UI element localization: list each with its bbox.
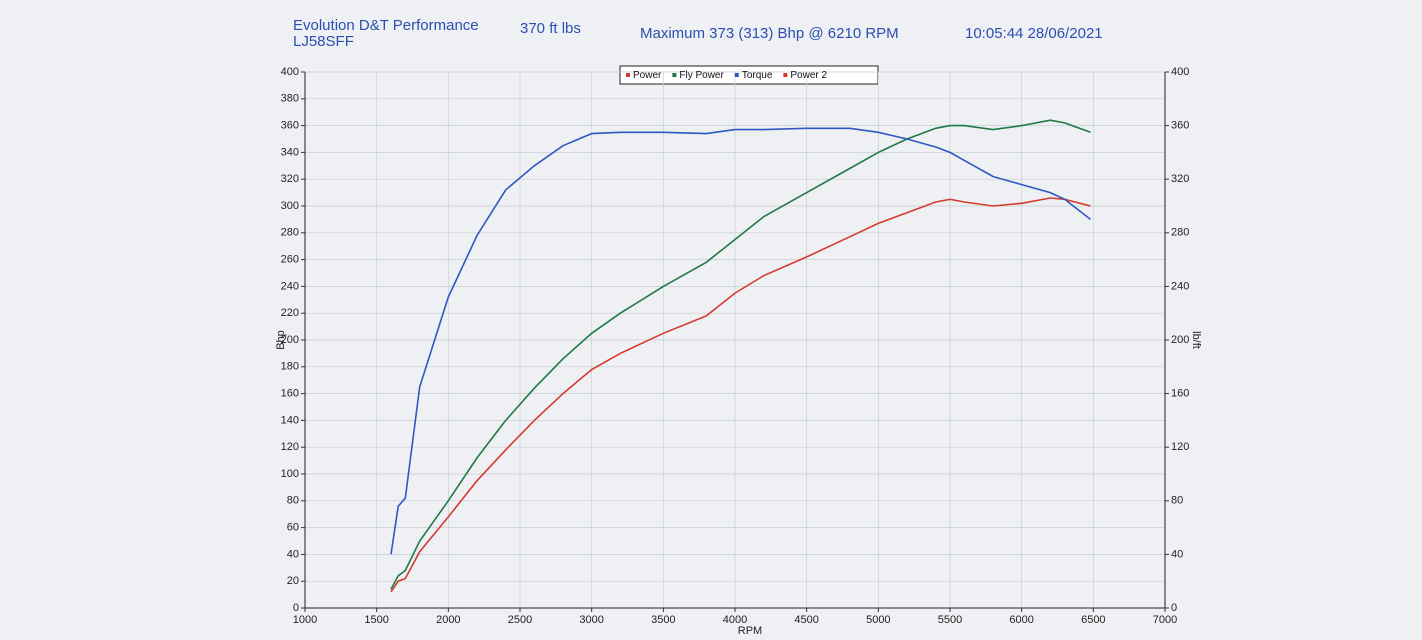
x-tick-label: 2000 (436, 614, 460, 626)
y2-axis-label: lb/ft (1190, 331, 1202, 349)
y-tick-label: 320 (281, 173, 299, 185)
series-line (390, 119, 1091, 590)
y-tick-label: 80 (287, 495, 299, 507)
y-tick-label: 260 (281, 254, 299, 266)
y-tick-label: 200 (281, 334, 299, 346)
x-tick-label: 7000 (1153, 614, 1177, 626)
y-tick-label: 140 (281, 414, 299, 426)
header-registration: LJ58SFF (293, 33, 354, 50)
x-tick-label: 1500 (364, 614, 388, 626)
header-company: Evolution D&T Performance (293, 17, 479, 34)
y-tick-label: 180 (281, 361, 299, 373)
legend-swatch (734, 73, 739, 77)
x-tick-label: 3000 (579, 614, 603, 626)
y-tick-label: 380 (281, 93, 299, 105)
y-tick-label: 40 (287, 548, 299, 560)
x-axis-label: RPM (738, 625, 762, 637)
y2-tick-label: 160 (1171, 388, 1189, 400)
series-line (390, 127, 1091, 555)
x-tick-label: 4000 (723, 614, 747, 626)
legend-label: Power (633, 70, 662, 81)
x-tick-label: 2500 (508, 614, 532, 626)
legend-label: Torque (742, 70, 773, 81)
x-tick-label: 4500 (794, 614, 818, 626)
series-line (390, 197, 1091, 593)
y-tick-label: 120 (281, 441, 299, 453)
y2-tick-label: 280 (1171, 227, 1189, 239)
x-tick-label: 1000 (293, 614, 317, 626)
y2-tick-label: 40 (1171, 548, 1183, 560)
x-tick-label: 6000 (1009, 614, 1033, 626)
y-tick-label: 300 (281, 200, 299, 212)
legend-swatch (783, 73, 788, 77)
y-tick-label: 220 (281, 307, 299, 319)
y2-tick-label: 240 (1171, 280, 1189, 292)
y-tick-label: 160 (281, 388, 299, 400)
y-tick-label: 0 (293, 602, 299, 614)
header-timestamp: 10:05:44 28/06/2021 (965, 25, 1103, 42)
y-tick-label: 100 (281, 468, 299, 480)
y2-tick-label: 0 (1171, 602, 1177, 614)
y2-tick-label: 200 (1171, 334, 1189, 346)
y2-tick-label: 360 (1171, 120, 1189, 132)
y-tick-label: 360 (281, 120, 299, 132)
y-tick-label: 240 (281, 280, 299, 292)
legend-label: Power 2 (790, 70, 827, 81)
header-maximum: Maximum 373 (313) Bhp @ 6210 RPM (640, 25, 899, 42)
x-tick-label: 3500 (651, 614, 675, 626)
y-tick-label: 60 (287, 522, 299, 534)
legend-swatch (626, 73, 630, 77)
legend-swatch (672, 73, 677, 77)
y-tick-label: 400 (281, 66, 299, 78)
y-axis-label: Bhp (275, 330, 287, 350)
x-tick-label: 5000 (866, 614, 890, 626)
y2-tick-label: 80 (1171, 495, 1183, 507)
legend-label: Fly Power (679, 70, 724, 81)
x-tick-label: 6500 (1081, 614, 1105, 626)
header-torque: 370 ft lbs (520, 20, 581, 37)
y2-tick-label: 400 (1171, 66, 1189, 78)
y2-tick-label: 320 (1171, 173, 1189, 185)
y-tick-label: 280 (281, 227, 299, 239)
y-tick-label: 340 (281, 146, 299, 158)
x-tick-label: 5500 (938, 614, 962, 626)
y-tick-label: 20 (287, 575, 299, 587)
y2-tick-label: 120 (1171, 441, 1189, 453)
